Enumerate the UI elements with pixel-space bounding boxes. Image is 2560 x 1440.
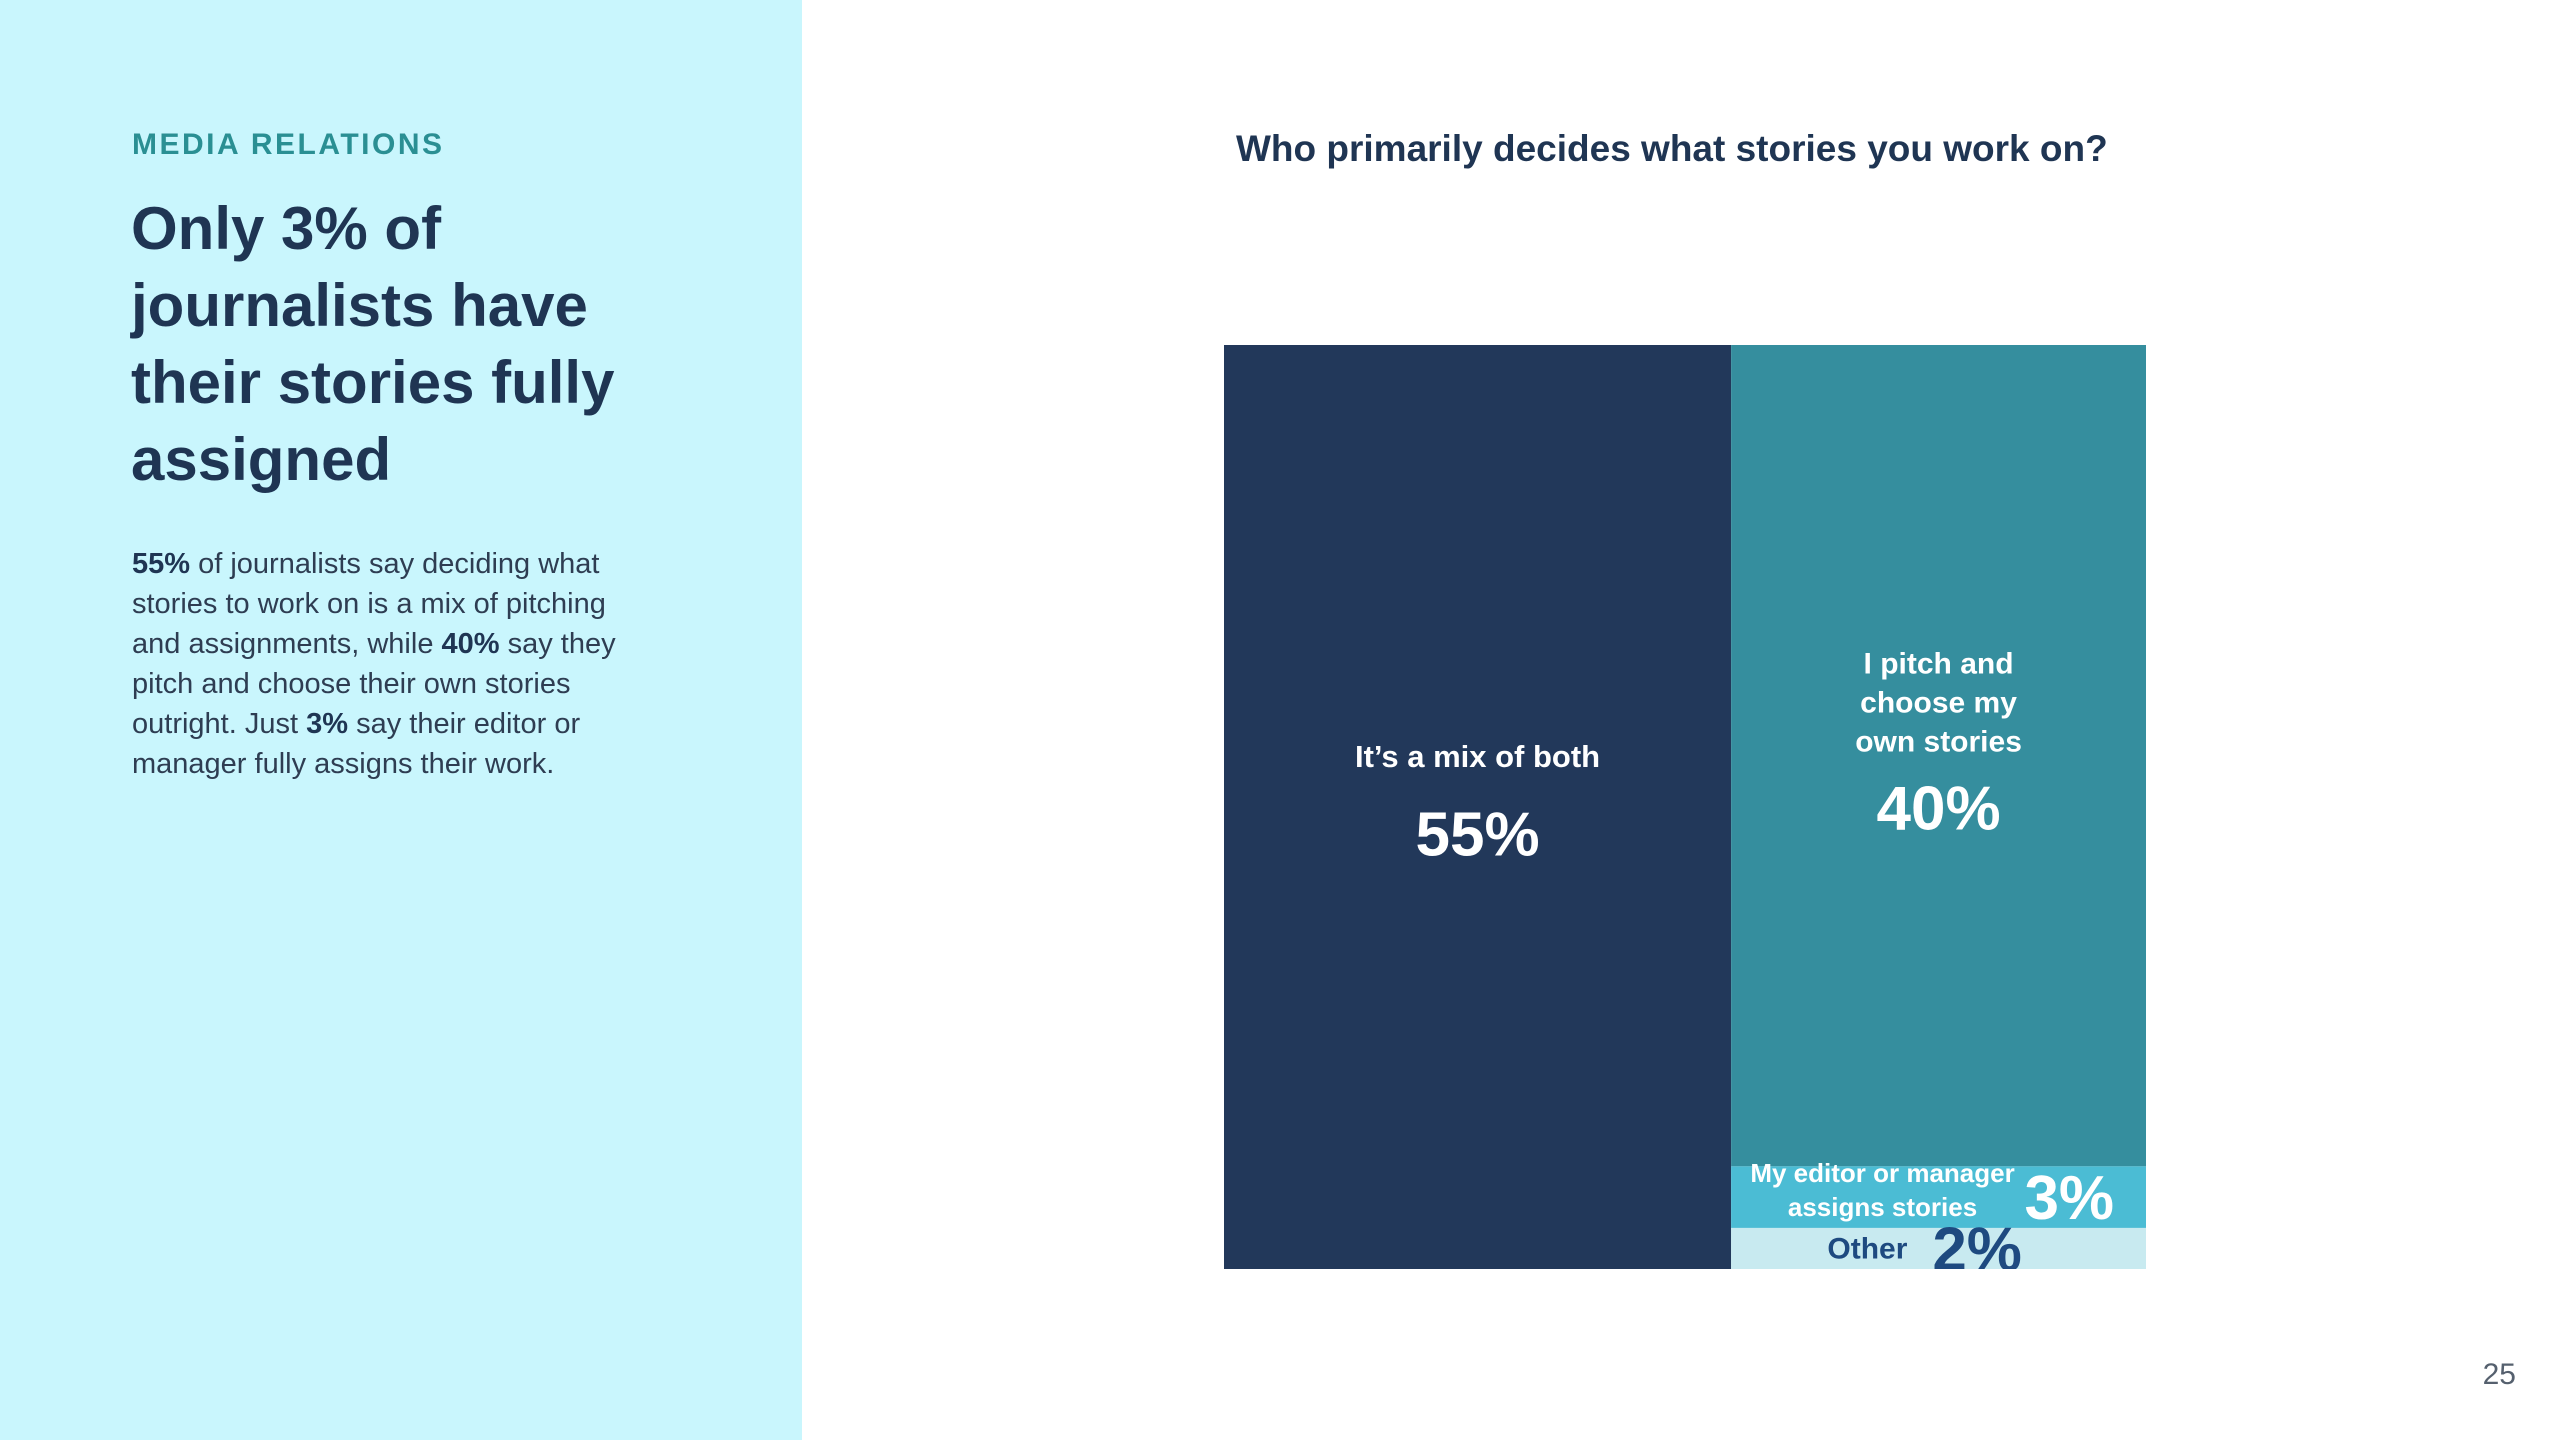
treemap-svg: It’s a mix of both 55% I pitch and choose m… xyxy=(1224,345,2146,1269)
segment-1-value: 55% xyxy=(1416,801,1540,870)
headline: Only 3% of journalists have their storie… xyxy=(131,195,615,493)
stat-pitch: 40% xyxy=(441,628,500,660)
segment-2-value: 40% xyxy=(1877,775,2001,844)
left-panel xyxy=(0,0,802,1440)
segment-4-value: 2% xyxy=(1932,1215,2022,1269)
chart-title: Who primarily decides what stories you w… xyxy=(1236,128,2108,169)
body-paragraph: 55% of journalists say deciding what sto… xyxy=(132,544,652,784)
segment-2 xyxy=(1731,345,2146,1167)
segment-3 xyxy=(1731,1166,2146,1228)
segment-3-label-line: My editor or manager xyxy=(1750,1158,2014,1188)
segment-2-label-line: choose my xyxy=(1860,687,2017,720)
segment-1-label: It’s a mix of both xyxy=(1355,739,1600,774)
body-sentence-3: say their editor or manager fully assign… xyxy=(132,708,581,780)
body-sentence-1: of journalists say deciding what stories… xyxy=(132,548,606,660)
treemap-chart: It’s a mix of both 55% I pitch and choose m… xyxy=(1224,345,2146,1269)
stat-assigned: 3% xyxy=(306,708,349,740)
segment-4 xyxy=(1731,1227,2146,1269)
body-sentence-2: say they pitch and choose their own stor… xyxy=(132,628,616,740)
segment-1 xyxy=(1224,345,1732,1269)
segment-2-label-line: I pitch and xyxy=(1864,648,2014,681)
section-eyebrow: MEDIA RELATIONS xyxy=(132,128,445,161)
segment-4-label: Other xyxy=(1827,1232,1907,1265)
page-number: 25 xyxy=(2482,1358,2516,1391)
segment-3-label-line: assigns stories xyxy=(1788,1192,1977,1222)
segment-3-value: 3% xyxy=(2024,1164,2114,1233)
segment-2-label-line: own stories xyxy=(1855,726,2022,759)
stat-mix: 55% xyxy=(132,548,191,580)
